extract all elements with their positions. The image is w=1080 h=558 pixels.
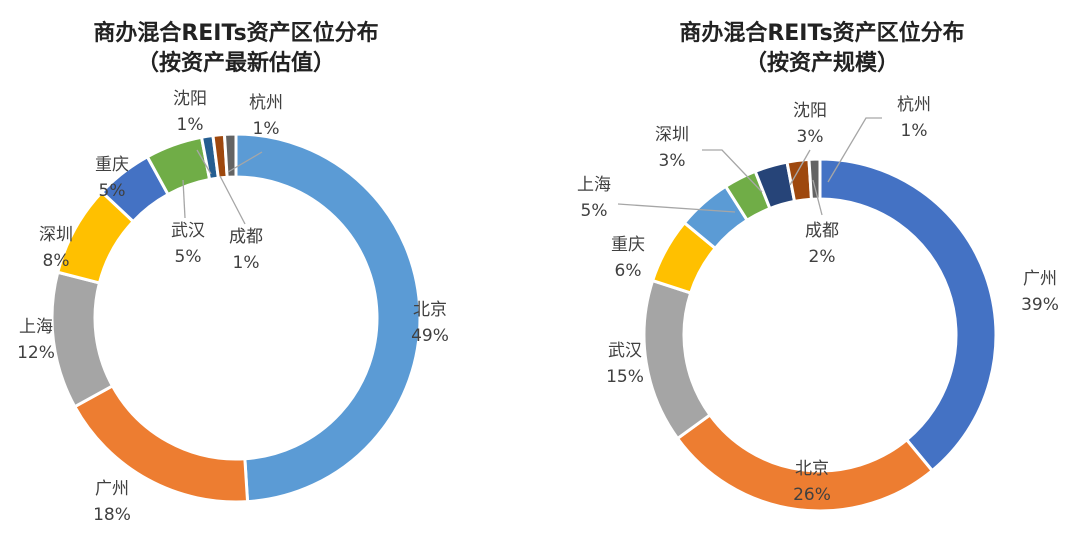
- chart2-slice-2: [642, 278, 713, 441]
- chart1-category-label: 成都: [229, 227, 263, 247]
- chart2-category-label: 广州: [1023, 269, 1057, 289]
- chart2-leader-7: [812, 179, 823, 216]
- chart1-value-label: 12%: [17, 343, 55, 363]
- chart2-category-label: 重庆: [611, 235, 645, 255]
- chart2-value-label: 26%: [793, 485, 831, 505]
- chart2-category-label: 杭州: [897, 95, 931, 115]
- chart1-category-label: 深圳: [39, 225, 73, 245]
- chart1-value-label: 49%: [411, 326, 449, 346]
- chart1-value-label: 18%: [93, 505, 131, 525]
- chart1-value-label: 5%: [99, 181, 126, 201]
- chart2-category-label: 上海: [577, 175, 611, 195]
- chart2-value-label: 15%: [606, 367, 644, 387]
- chart1-category-label: 沈阳: [173, 89, 207, 109]
- chart2-category-label: 深圳: [655, 125, 689, 145]
- chart1-leader-8: [227, 151, 263, 173]
- chart2-value-label: 5%: [581, 201, 608, 221]
- chart1-slice-8: [222, 132, 238, 179]
- chart2-value-label: 6%: [615, 261, 642, 281]
- chart1-value-label: 1%: [233, 253, 260, 273]
- chart1-slice-0: [234, 132, 422, 504]
- chart2-slice-8: [807, 157, 822, 201]
- chart1-value-label: 1%: [253, 119, 280, 139]
- chart1-subtitle: （按资产最新估值）: [137, 50, 335, 76]
- chart2-leader-8: [827, 117, 882, 183]
- chart1-category-label: 杭州: [249, 93, 283, 113]
- chart2-value-label: 2%: [809, 247, 836, 267]
- chart2-subtitle: （按资产规模）: [745, 50, 899, 76]
- chart1-value-label: 1%: [177, 115, 204, 135]
- chart2-value-label: 39%: [1021, 295, 1059, 315]
- chart1-category-label: 上海: [19, 317, 53, 337]
- chart2-value-label: 3%: [659, 151, 686, 171]
- chart2-category-label: 沈阳: [793, 101, 827, 121]
- chart1-leader-7: [219, 175, 246, 225]
- chart2-title: 商办混合REITs资产区位分布: [679, 20, 964, 46]
- chart2-category-label: 成都: [805, 221, 839, 241]
- chart1-leader-6: [196, 149, 212, 175]
- chart1-value-label: 8%: [43, 251, 70, 271]
- chart1-category-label: 武汉: [171, 221, 205, 241]
- chart2-value-label: 1%: [901, 121, 928, 141]
- chart1-title: 商办混合REITs资产区位分布: [93, 20, 378, 46]
- chart2-leader-4: [617, 203, 736, 213]
- chart1-category-label: 北京: [413, 300, 447, 320]
- chart2-leader-5: [702, 149, 763, 193]
- chart2-category-label: 北京: [795, 459, 829, 479]
- chart1-value-label: 5%: [175, 247, 202, 267]
- chart2-slice-0: [818, 157, 998, 473]
- chart1-category-label: 重庆: [95, 155, 129, 175]
- chart2-leader-6: [789, 149, 811, 186]
- chart1-leader-5: [182, 179, 186, 219]
- chart2-value-label: 3%: [797, 127, 824, 147]
- chart1-category-label: 广州: [95, 479, 129, 499]
- chart2-category-label: 武汉: [608, 341, 642, 361]
- chart1-slice-2: [50, 270, 115, 409]
